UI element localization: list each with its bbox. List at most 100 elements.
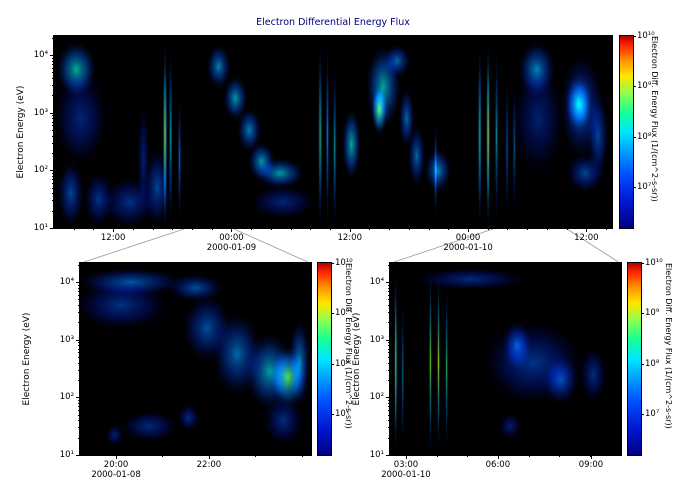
y-minor-tick-mark: [388, 420, 390, 422]
zoom-right-spectrogram-panel: [389, 262, 622, 456]
colorbar-tick-mark: [331, 263, 334, 264]
x-tick-label: 03:00: [393, 460, 419, 470]
colorbar-tick-mark: [331, 363, 334, 365]
x-tick-label: 00:00: [455, 233, 481, 243]
y-tick-label: 10⁴: [59, 277, 74, 288]
colorbar-zoom-right: [627, 262, 642, 456]
x-minor-tick-mark: [301, 455, 303, 457]
y-minor-tick-mark: [78, 345, 80, 347]
y-minor-tick-mark: [78, 312, 80, 314]
y-minor-tick-mark: [52, 142, 54, 144]
y-tick-mark: [76, 397, 80, 399]
y-minor-tick-mark: [388, 290, 390, 292]
y-minor-tick-mark: [388, 414, 390, 416]
x-tick-mark: [113, 228, 115, 232]
y-minor-tick-mark: [52, 187, 54, 189]
zoom-left-spectrogram-panel: [79, 262, 312, 456]
y-minor-tick-mark: [388, 410, 390, 412]
x-minor-tick-mark: [369, 228, 371, 230]
x-minor-tick-mark: [162, 455, 164, 457]
colorbar-tick-label: 10¹⁰: [335, 258, 353, 268]
y-minor-tick-mark: [52, 130, 54, 132]
y-tick-mark: [386, 282, 390, 284]
colorbar-tick-mark: [641, 313, 644, 315]
x-date-label: 2000-01-09: [206, 243, 257, 253]
x-minor-tick-mark: [255, 455, 257, 457]
y-minor-tick-mark: [78, 287, 80, 289]
y-minor-tick-mark: [388, 357, 390, 359]
colorbar-tick-mark: [331, 414, 334, 416]
y-minor-tick-mark: [52, 121, 54, 123]
y-minor-tick-mark: [388, 287, 390, 289]
y-minor-tick-mark: [78, 437, 80, 439]
x-minor-tick-mark: [172, 228, 174, 230]
y-minor-tick-mark: [388, 342, 390, 344]
y-minor-tick-mark: [78, 427, 80, 429]
x-minor-tick-mark: [211, 228, 213, 230]
y-minor-tick-mark: [78, 414, 80, 416]
y-tick-mark: [50, 170, 54, 172]
y-minor-tick-mark: [388, 369, 390, 371]
colorbar-tick-label: 10⁹: [637, 81, 652, 92]
x-tick-mark: [497, 455, 499, 459]
y-minor-tick-mark: [52, 60, 54, 62]
x-minor-tick-mark: [270, 228, 272, 230]
x-tick-label: 12:00: [337, 233, 362, 243]
x-minor-tick-mark: [448, 228, 450, 230]
y-minor-tick-mark: [78, 348, 80, 350]
x-tick-label: 20:00: [103, 460, 129, 470]
x-minor-tick-mark: [606, 228, 608, 230]
x-minor-tick-mark: [93, 228, 95, 230]
y-minor-tick-mark: [388, 362, 390, 364]
colorbar-tick-mark: [331, 313, 334, 315]
y-minor-tick-mark: [52, 85, 54, 87]
x-date-label: 2000-01-08: [91, 470, 141, 480]
y-minor-tick-mark: [388, 264, 390, 266]
zoom-left-y-axis-label: Electron Energy (eV): [22, 312, 32, 406]
y-minor-tick-mark: [52, 57, 54, 59]
y-tick-mark: [50, 228, 54, 229]
x-tick-mark: [116, 455, 118, 459]
x-tick-label: 22:00: [196, 460, 222, 470]
y-minor-tick-mark: [388, 304, 390, 306]
y-tick-label: 10⁴: [369, 277, 384, 288]
y-minor-tick-mark: [52, 37, 54, 39]
x-tick-mark: [349, 228, 351, 232]
x-tick-label: 12:00: [100, 233, 126, 243]
y-tick-mark: [386, 397, 390, 399]
y-minor-tick-mark: [78, 402, 80, 404]
y-minor-tick-mark: [78, 406, 80, 408]
x-tick-label: 12:00: [574, 233, 599, 243]
y-minor-tick-mark: [52, 125, 54, 127]
y-minor-tick-mark: [78, 299, 80, 301]
y-tick-label: 10³: [59, 334, 74, 345]
y-minor-tick-mark: [78, 420, 80, 422]
colorbar-tick-label: 10⁸: [335, 358, 350, 369]
x-tick-label: 06:00: [485, 460, 511, 470]
y-minor-tick-mark: [388, 299, 390, 301]
y-minor-tick-mark: [388, 322, 390, 324]
x-minor-tick-mark: [408, 228, 410, 230]
y-minor-tick-mark: [78, 322, 80, 324]
y-minor-tick-mark: [78, 264, 80, 266]
x-tick-mark: [590, 455, 592, 459]
y-tick-mark: [76, 339, 80, 341]
y-tick-label: 10²: [33, 165, 48, 176]
x-minor-tick-mark: [527, 228, 529, 230]
x-minor-tick-mark: [507, 228, 509, 230]
x-minor-tick-mark: [467, 455, 469, 457]
y-tick-mark: [50, 112, 54, 114]
y-minor-tick-mark: [388, 399, 390, 401]
figure-title: Electron Differential Energy Flux: [256, 17, 410, 28]
colorbar-label-overview: Electron Diff. Energy Flux (1/(cm^2-s-sr…: [650, 36, 659, 202]
colorbar-tick-mark: [641, 363, 644, 365]
y-minor-tick-mark: [52, 179, 54, 181]
y-minor-tick-mark: [78, 294, 80, 296]
x-minor-tick-mark: [192, 228, 193, 230]
y-minor-tick-mark: [52, 172, 54, 174]
x-minor-tick-mark: [330, 228, 332, 230]
colorbar-tick-mark: [641, 414, 644, 416]
x-tick-mark: [586, 228, 588, 232]
x-minor-tick-mark: [436, 455, 438, 457]
